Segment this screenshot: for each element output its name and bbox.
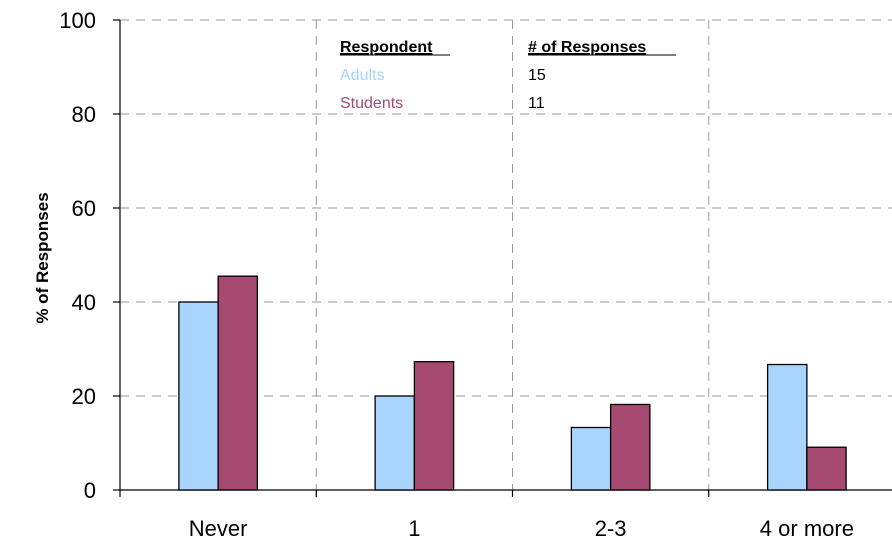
bar-students-4-or-more (806, 446, 847, 491)
x-tick-label: 1 (408, 516, 420, 541)
x-ticks: Never 1 2-3 4 or more (119, 490, 854, 541)
legend-header-respondent: Respondent (340, 39, 433, 56)
y-axis-label: % of Responses (33, 192, 52, 323)
y-tick-label: 80 (72, 102, 96, 127)
bar-adults-never (178, 301, 219, 491)
legend-label-adults: Adults (340, 67, 384, 84)
bars (178, 275, 847, 491)
legend-label-students: Students (340, 95, 403, 112)
legend-header-responses: # of Responses (528, 39, 646, 56)
bar-adults-4-or-more (766, 363, 808, 491)
bar-adults-2-3 (570, 426, 612, 491)
y-tick-label: 0 (84, 478, 96, 503)
legend-count-students: 11 (528, 95, 545, 112)
bar-students-1 (413, 361, 455, 491)
bar-adults-1 (374, 395, 416, 491)
x-tick-label: 2-3 (595, 516, 627, 541)
x-tick-label: Never (189, 516, 248, 541)
bar-students-2-3 (609, 403, 651, 491)
y-tick-label: 40 (72, 290, 96, 315)
bar-students-never (217, 275, 259, 491)
legend: Respondent # of Responses Adults 15 Stud… (340, 39, 676, 112)
y-tick-label: 100 (59, 8, 96, 33)
x-tick-label: 4 or more (760, 516, 854, 541)
y-tick-label: 60 (72, 196, 96, 221)
legend-count-adults: 15 (528, 67, 546, 84)
y-ticks: 0 20 40 60 80 100 (59, 8, 120, 503)
y-tick-label: 20 (72, 384, 96, 409)
